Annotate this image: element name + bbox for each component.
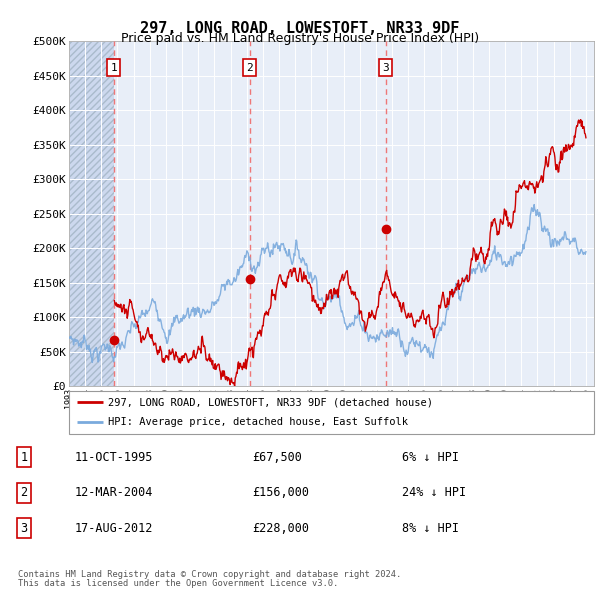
- Text: £67,500: £67,500: [252, 451, 302, 464]
- Bar: [69, 41, 114, 386]
- Text: 1: 1: [110, 63, 117, 73]
- Text: Price paid vs. HM Land Registry's House Price Index (HPI): Price paid vs. HM Land Registry's House …: [121, 32, 479, 45]
- Text: 1: 1: [20, 451, 28, 464]
- Text: 297, LONG ROAD, LOWESTOFT, NR33 9DF (detached house): 297, LONG ROAD, LOWESTOFT, NR33 9DF (det…: [109, 397, 433, 407]
- Text: 6% ↓ HPI: 6% ↓ HPI: [402, 451, 459, 464]
- Text: £156,000: £156,000: [252, 486, 309, 499]
- FancyBboxPatch shape: [69, 391, 594, 434]
- Text: 297, LONG ROAD, LOWESTOFT, NR33 9DF: 297, LONG ROAD, LOWESTOFT, NR33 9DF: [140, 21, 460, 35]
- Text: 2: 2: [20, 486, 28, 499]
- Text: This data is licensed under the Open Government Licence v3.0.: This data is licensed under the Open Gov…: [18, 579, 338, 588]
- Text: HPI: Average price, detached house, East Suffolk: HPI: Average price, detached house, East…: [109, 417, 409, 427]
- Text: 8% ↓ HPI: 8% ↓ HPI: [402, 522, 459, 535]
- Text: 3: 3: [20, 522, 28, 535]
- Text: 12-MAR-2004: 12-MAR-2004: [75, 486, 154, 499]
- Text: 2: 2: [247, 63, 253, 73]
- Text: 17-AUG-2012: 17-AUG-2012: [75, 522, 154, 535]
- Text: 3: 3: [383, 63, 389, 73]
- Text: 24% ↓ HPI: 24% ↓ HPI: [402, 486, 466, 499]
- Text: £228,000: £228,000: [252, 522, 309, 535]
- Text: Contains HM Land Registry data © Crown copyright and database right 2024.: Contains HM Land Registry data © Crown c…: [18, 571, 401, 579]
- Text: 11-OCT-1995: 11-OCT-1995: [75, 451, 154, 464]
